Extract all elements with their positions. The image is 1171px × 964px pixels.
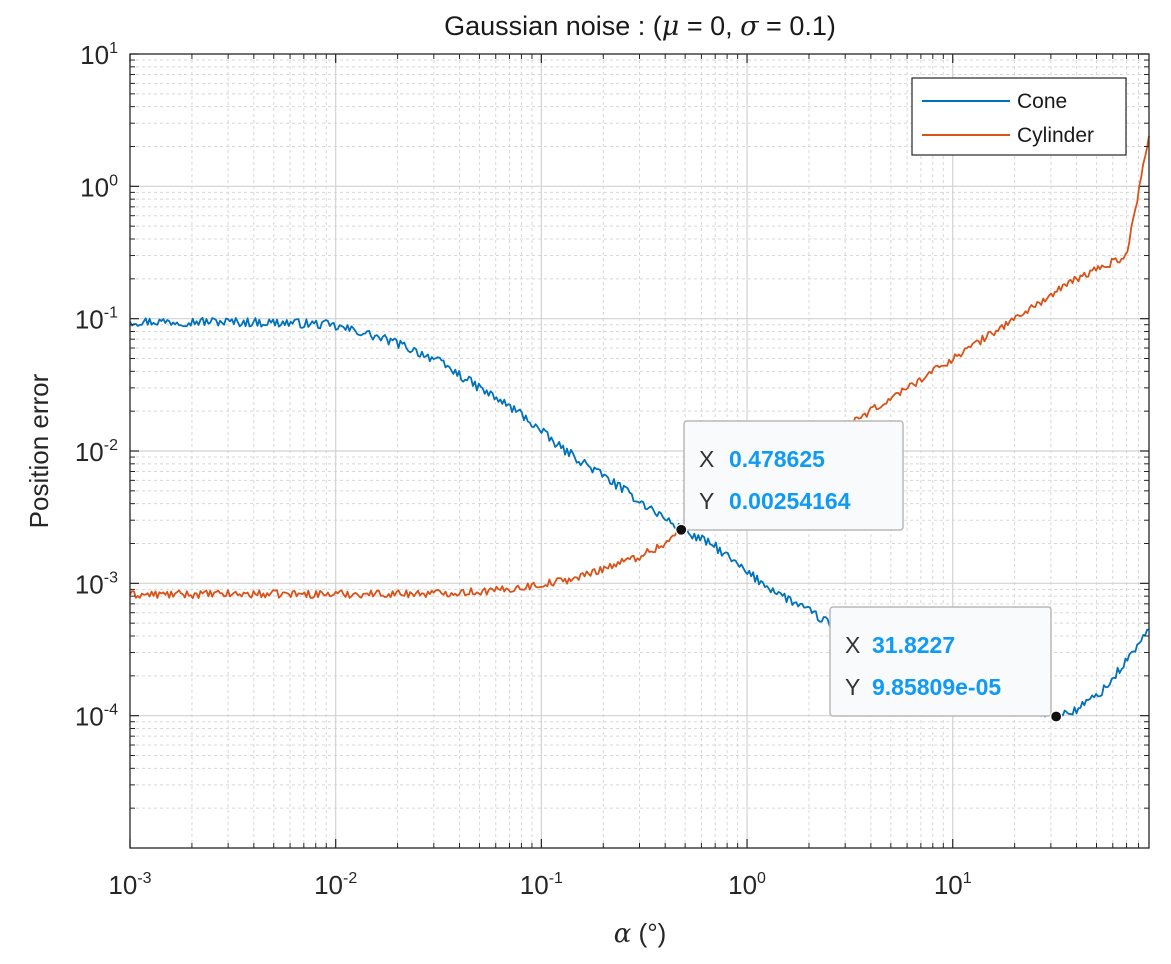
y-tick-label: 101 xyxy=(80,40,118,70)
x-tick-labels: 10-3 10-2 10-1 100 101 xyxy=(108,870,971,900)
y-axis-label: Position error xyxy=(24,373,54,528)
datatip-y-value: 9.85809e-05 xyxy=(872,674,1001,700)
x-tick-label: 10-2 xyxy=(314,870,357,900)
datatip-x-label: X xyxy=(845,632,860,658)
chart-title: Gaussian noise : (μ = 0, σ = 0.1) xyxy=(444,11,836,42)
x-tick-label: 10-3 xyxy=(108,870,151,900)
datatip-box xyxy=(829,606,1052,717)
x-tick-label: 10-1 xyxy=(520,870,563,900)
datatip[interactable]: X 0.478625 Y 0.00254164 xyxy=(683,420,904,531)
datatip-y-value: 0.00254164 xyxy=(729,488,851,514)
datatip-markers xyxy=(675,523,1063,723)
y-tick-label: 10-3 xyxy=(75,569,118,599)
y-tick-label: 10-1 xyxy=(75,305,118,335)
y-tick-label: 100 xyxy=(80,172,118,202)
x-axis-label: α (°) xyxy=(614,918,667,949)
y-tick-label: 10-4 xyxy=(75,702,118,732)
legend-box xyxy=(911,77,1127,156)
datatip-x-value: 0.478625 xyxy=(729,446,825,472)
x-tick-label: 101 xyxy=(934,870,972,900)
datatip-y-label: Y xyxy=(699,488,714,514)
datatip-x-value: 31.8227 xyxy=(872,632,955,658)
legend-label-cone: Cone xyxy=(1017,90,1067,113)
datatip-x-label: X xyxy=(699,446,714,472)
datatip-marker[interactable] xyxy=(1050,710,1063,723)
y-tick-label: 10-2 xyxy=(75,437,118,467)
x-tick-label: 100 xyxy=(728,870,766,900)
tick-marks xyxy=(129,53,1149,848)
legend-label-cylinder: Cylinder xyxy=(1017,124,1094,147)
series-line-cylinder xyxy=(129,135,1150,600)
legend: Cone Cylinder xyxy=(911,77,1127,156)
datatip-y-label: Y xyxy=(845,674,860,700)
y-tick-labels: 101 100 10-1 10-2 10-3 10-4 xyxy=(75,40,118,732)
datatip-box xyxy=(683,420,904,531)
datatip[interactable]: X 31.8227 Y 9.85809e-05 xyxy=(829,606,1052,717)
datatip-marker[interactable] xyxy=(675,523,688,536)
